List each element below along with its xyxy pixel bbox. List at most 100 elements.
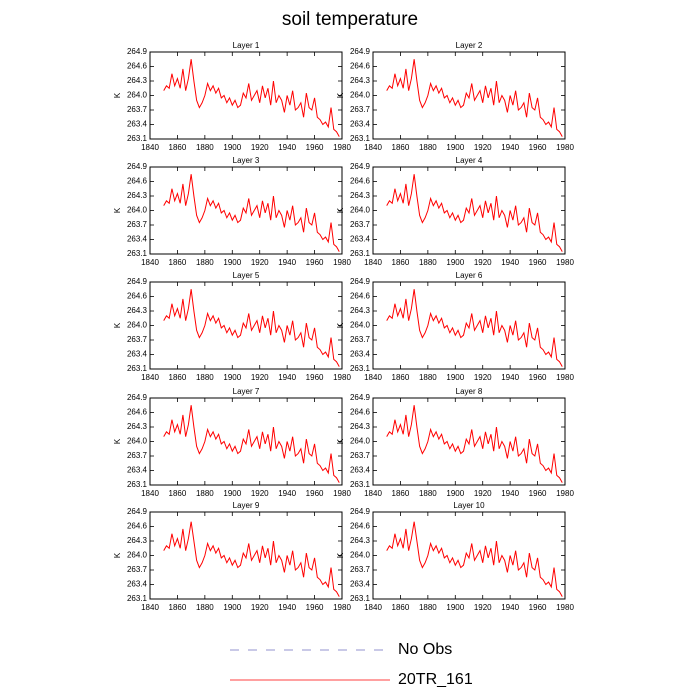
y-tick-label: 263.1 [127, 134, 148, 143]
x-tick-label: 1900 [446, 258, 464, 267]
y-tick-label: 263.4 [127, 466, 148, 475]
y-tick-label: 263.1 [350, 249, 371, 258]
y-tick-label: 263.4 [350, 235, 371, 244]
panel-title: Layer 10 [453, 501, 485, 510]
x-tick-label: 1960 [529, 489, 547, 498]
x-tick-label: 1860 [169, 258, 187, 267]
y-tick-label: 264.6 [127, 62, 148, 71]
panel-title: Layer 2 [456, 41, 483, 50]
y-tick-label: 264.9 [127, 162, 148, 171]
panel-title: Layer 4 [456, 156, 483, 165]
plot-frame [372, 511, 566, 600]
y-tick-label: 263.7 [127, 105, 148, 114]
x-tick-label: 1840 [364, 373, 382, 382]
x-tick-label: 1840 [364, 489, 382, 498]
y-tick-label: 263.4 [127, 235, 148, 244]
y-tick-label: 264.9 [127, 507, 148, 516]
y-tick-label: 264.6 [127, 522, 148, 531]
y-tick-label: 264.0 [350, 206, 371, 215]
x-tick-label: 1860 [169, 143, 187, 152]
x-tick-label: 1840 [141, 603, 159, 612]
x-tick-label: 1940 [278, 603, 296, 612]
x-tick-label: 1840 [141, 373, 159, 382]
y-tick-label: 263.4 [350, 120, 371, 129]
y-axis-label: K [336, 92, 345, 98]
x-tick-label: 1980 [333, 603, 351, 612]
x-tick-label: 1880 [196, 258, 214, 267]
y-tick-label: 264.6 [350, 292, 371, 301]
panel-title: Layer 7 [233, 387, 260, 396]
x-tick-label: 1920 [251, 258, 269, 267]
y-tick-label: 263.4 [350, 350, 371, 359]
plot-frame [372, 281, 566, 370]
x-tick-label: 1900 [223, 258, 241, 267]
y-tick-label: 263.1 [350, 364, 371, 373]
y-axis-label: K [336, 552, 345, 558]
x-tick-label: 1860 [392, 143, 410, 152]
plot-frame [149, 51, 343, 140]
plot-frame [149, 166, 343, 255]
y-tick-label: 264.9 [350, 393, 371, 402]
y-axis-label: K [336, 322, 345, 328]
x-tick-label: 1960 [529, 143, 547, 152]
y-tick-label: 264.0 [127, 551, 148, 560]
data-line [386, 521, 563, 597]
y-tick-label: 264.9 [350, 507, 371, 516]
y-tick-label: 264.6 [127, 292, 148, 301]
x-tick-label: 1860 [392, 373, 410, 382]
x-tick-label: 1860 [392, 258, 410, 267]
plot-frame [149, 511, 343, 600]
x-tick-label: 1920 [474, 489, 492, 498]
panel-title: Layer 9 [233, 501, 260, 510]
y-tick-label: 264.0 [350, 321, 371, 330]
y-tick-label: 264.6 [127, 408, 148, 417]
data-line [163, 174, 340, 252]
y-tick-label: 264.3 [350, 306, 371, 315]
y-tick-label: 264.0 [127, 321, 148, 330]
y-axis-label: K [113, 322, 122, 328]
plot-frame [149, 397, 343, 486]
y-tick-label: 264.3 [127, 76, 148, 85]
x-tick-label: 1840 [141, 143, 159, 152]
y-tick-label: 263.4 [350, 466, 371, 475]
panel-title: Layer 8 [456, 387, 483, 396]
x-tick-label: 1860 [392, 603, 410, 612]
x-tick-label: 1980 [556, 603, 574, 612]
y-tick-label: 263.7 [127, 565, 148, 574]
x-tick-label: 1900 [223, 603, 241, 612]
x-tick-label: 1900 [446, 603, 464, 612]
y-tick-label: 263.7 [127, 220, 148, 229]
legend-label: 20TR_161 [398, 671, 473, 688]
y-tick-label: 263.1 [350, 480, 371, 489]
y-tick-label: 263.1 [350, 134, 371, 143]
y-tick-label: 264.0 [127, 437, 148, 446]
plot-frame [372, 397, 566, 486]
y-tick-label: 264.3 [350, 536, 371, 545]
data-line [386, 289, 563, 367]
x-tick-label: 1980 [556, 373, 574, 382]
figure-title: soil temperature [282, 9, 418, 30]
x-tick-label: 1980 [333, 373, 351, 382]
y-tick-label: 263.1 [127, 249, 148, 258]
x-tick-label: 1940 [501, 603, 519, 612]
y-tick-label: 264.9 [350, 162, 371, 171]
y-tick-label: 263.4 [127, 580, 148, 589]
x-tick-label: 1880 [419, 489, 437, 498]
y-axis-label: K [113, 92, 122, 98]
x-tick-label: 1960 [306, 373, 324, 382]
y-tick-label: 264.0 [350, 437, 371, 446]
x-tick-label: 1940 [501, 373, 519, 382]
y-axis-label: K [113, 438, 122, 444]
x-tick-label: 1900 [446, 489, 464, 498]
x-tick-label: 1980 [556, 143, 574, 152]
y-tick-label: 263.4 [350, 580, 371, 589]
y-tick-label: 264.0 [127, 91, 148, 100]
y-tick-label: 263.1 [127, 364, 148, 373]
x-tick-label: 1980 [556, 489, 574, 498]
x-tick-label: 1860 [169, 489, 187, 498]
x-tick-label: 1860 [392, 489, 410, 498]
x-tick-label: 1900 [446, 143, 464, 152]
y-tick-label: 263.1 [127, 594, 148, 603]
y-tick-label: 264.3 [127, 536, 148, 545]
data-line [386, 59, 563, 137]
